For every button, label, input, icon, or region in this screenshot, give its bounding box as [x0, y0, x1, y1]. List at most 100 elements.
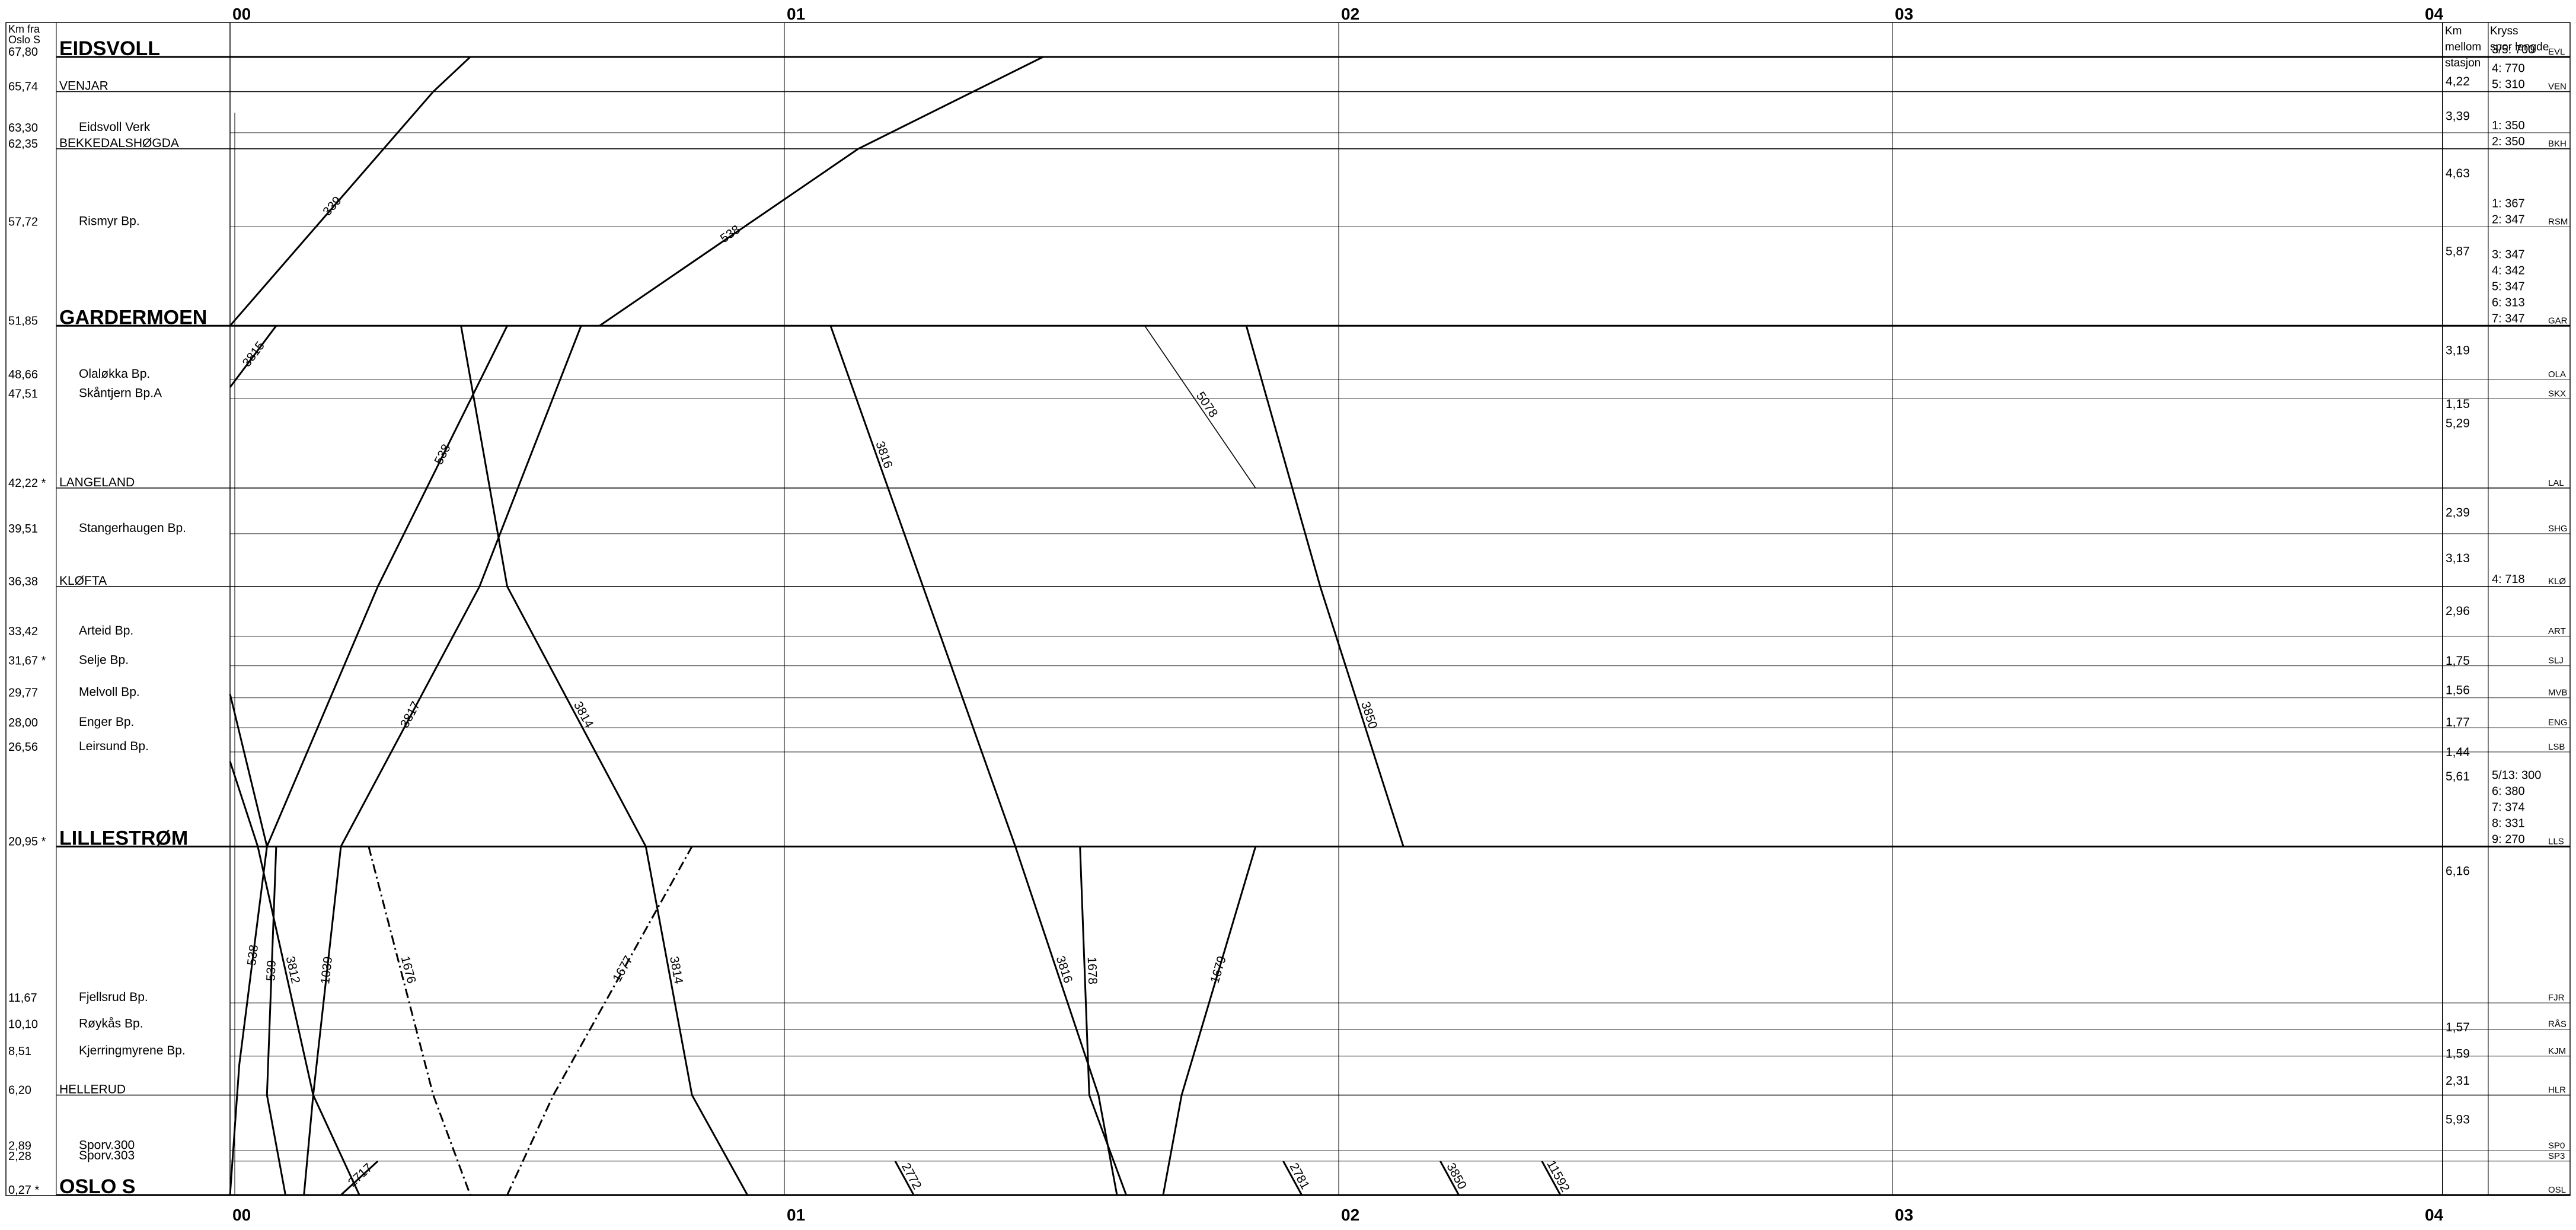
train-path	[894, 1161, 915, 1196]
train-path	[303, 846, 342, 1196]
train-path	[599, 56, 1043, 327]
train-path	[1144, 325, 1256, 489]
station-km: 36,38	[8, 575, 38, 588]
time-label-bottom: 04	[2425, 1206, 2444, 1224]
station-code: FJR	[2548, 993, 2565, 1003]
station-name: Leirsund Bp.	[79, 740, 149, 753]
station-km: 51,85	[8, 314, 38, 327]
station-code: MVB	[2548, 688, 2568, 698]
train-path	[1014, 846, 1118, 1196]
time-label-top: 03	[1895, 5, 1913, 23]
crossing-track: 5/13: 300	[2492, 769, 2541, 782]
crossing-track: 6: 380	[2492, 785, 2525, 798]
station-km: 39,51	[8, 522, 38, 536]
crossing-track: 6: 313	[2492, 296, 2525, 309]
station-name: LANGELAND	[59, 476, 135, 489]
station-code: GAR	[2548, 316, 2568, 326]
station-code: HLR	[2548, 1085, 2566, 1095]
train-number: 1678	[1085, 957, 1100, 985]
crossing-track: 8: 331	[2492, 817, 2525, 830]
crossing-track: 3/5: 700	[2492, 43, 2534, 56]
train-path	[506, 846, 693, 1196]
train-number: 539	[264, 960, 278, 982]
station-km: 6,20	[8, 1084, 31, 1097]
station-code: KJM	[2548, 1046, 2566, 1056]
station-name: Arteid Bp.	[79, 624, 133, 638]
station-name: VENJAR	[59, 79, 108, 93]
station-km: 31,67 *	[8, 655, 46, 668]
station-name: Skåntjern Bp.A	[79, 387, 162, 400]
segment-distance: 1,57	[2446, 1021, 2470, 1034]
station-code: RÅS	[2548, 1019, 2567, 1030]
train-path	[1079, 846, 1128, 1196]
segment-distance: 3,39	[2446, 110, 2470, 123]
train-number: 538	[245, 944, 261, 967]
station-name: GARDERMOEN	[59, 306, 207, 329]
station-km: 2,28	[8, 1150, 31, 1163]
km-from-header: Km fra	[8, 23, 40, 35]
station-name: Fjellsrud Bp.	[79, 990, 148, 1004]
segment-distance: 5,87	[2446, 244, 2470, 258]
station-name: Melvoll Bp.	[79, 686, 140, 699]
crossing-track: 1: 367	[2492, 197, 2525, 210]
station-km: 26,56	[8, 741, 38, 754]
station-name: Stangerhaugen Bp.	[79, 521, 186, 535]
train-number: 538	[432, 442, 453, 467]
station-km: 10,10	[8, 1018, 38, 1031]
train-path	[229, 56, 471, 327]
time-label-bottom: 01	[787, 1206, 805, 1224]
station-code: SLJ	[2548, 656, 2564, 666]
station-km: 11,67	[8, 992, 37, 1005]
segment-distance: 1,56	[2446, 684, 2470, 697]
station-name: HELLERUD	[59, 1082, 126, 1096]
station-km: 42,22 *	[8, 477, 46, 490]
station-code: KLØ	[2548, 576, 2566, 587]
station-name: Olaløkka Bp.	[79, 367, 150, 381]
train-path	[340, 325, 582, 847]
train-path	[829, 325, 1017, 847]
station-name: Kjerringmyrene Bp.	[79, 1044, 186, 1057]
segment-distance: 1,75	[2446, 654, 2470, 668]
time-label-bottom: 03	[1895, 1206, 1913, 1224]
crossing-track: 4: 342	[2492, 264, 2525, 277]
train-number: 11592	[1544, 1158, 1572, 1194]
station-km: 67,80	[8, 46, 38, 59]
station-name: Sporv.303	[79, 1149, 135, 1162]
crossing-header: spor lengde	[2490, 41, 2549, 53]
station-code: BKH	[2548, 139, 2567, 149]
km-from-header: Oslo S	[8, 34, 40, 46]
segment-distance: 5,93	[2446, 1113, 2470, 1126]
station-km: 0,27 *	[8, 1184, 39, 1197]
crossing-track: 7: 374	[2492, 801, 2525, 814]
station-km: 57,72	[8, 215, 38, 228]
train-number: 3812	[283, 955, 303, 985]
station-code: OSL	[2548, 1185, 2566, 1195]
station-name: BEKKEDALSHØGDA	[59, 136, 179, 150]
time-label-top: 00	[232, 5, 251, 23]
train-number: 3814	[667, 955, 685, 985]
station-km: 8,51	[8, 1045, 31, 1058]
crossing-track: 4: 718	[2492, 573, 2525, 586]
train-path	[460, 326, 647, 847]
crossing-track: 5: 347	[2492, 280, 2525, 293]
station-code: LLS	[2548, 836, 2564, 846]
crossing-track: 3: 347	[2492, 248, 2525, 261]
segment-distance: 5,61	[2446, 770, 2470, 783]
train-path	[1245, 325, 1404, 847]
station-name: Selje Bp.	[79, 654, 129, 667]
train-path	[340, 1160, 379, 1196]
segment-distance: 2,31	[2446, 1074, 2470, 1088]
station-name: OSLO S	[59, 1175, 135, 1198]
station-km: 20,95 *	[8, 835, 46, 848]
crossing-track: 9: 270	[2492, 833, 2525, 846]
station-code: ART	[2548, 626, 2566, 636]
crossing-header: Kryss	[2490, 25, 2518, 37]
station-name: Røykås Bp.	[79, 1017, 143, 1031]
segment-distance: 1,15	[2446, 397, 2470, 411]
km-between-header: mellom	[2445, 41, 2481, 53]
station-km: 29,77	[8, 687, 38, 700]
crossing-track: 4: 770	[2492, 62, 2525, 75]
train-number: 2717	[346, 1161, 375, 1190]
station-km: 48,66	[8, 368, 38, 381]
train-number: 1679	[1208, 954, 1228, 984]
